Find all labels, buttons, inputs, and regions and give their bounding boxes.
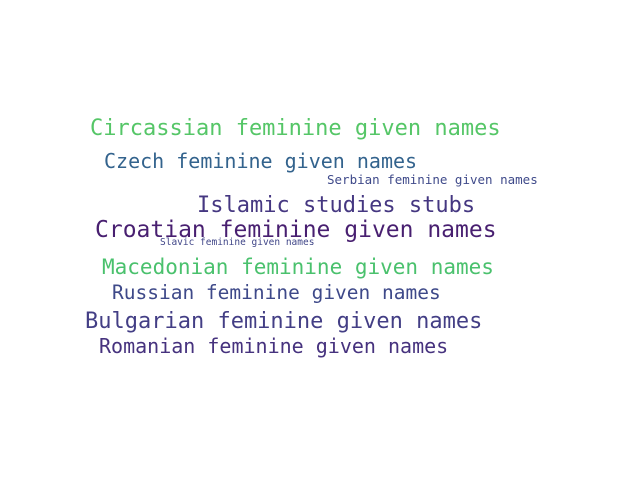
- cloud-word: Bulgarian feminine given names: [85, 309, 483, 334]
- cloud-word: Slavic feminine given names: [160, 237, 315, 248]
- cloud-word: Croatian feminine given names: [95, 217, 497, 243]
- cloud-word: Macedonian feminine given names: [102, 255, 494, 279]
- cloud-word: Czech feminine given names: [104, 149, 418, 173]
- cloud-word: Circassian feminine given names: [90, 116, 501, 141]
- cloud-word: Islamic studies stubs: [197, 193, 476, 218]
- cloud-word: Russian feminine given names: [112, 281, 441, 304]
- cloud-word: Romanian feminine given names: [99, 334, 449, 358]
- cloud-word: Serbian feminine given names: [327, 172, 538, 187]
